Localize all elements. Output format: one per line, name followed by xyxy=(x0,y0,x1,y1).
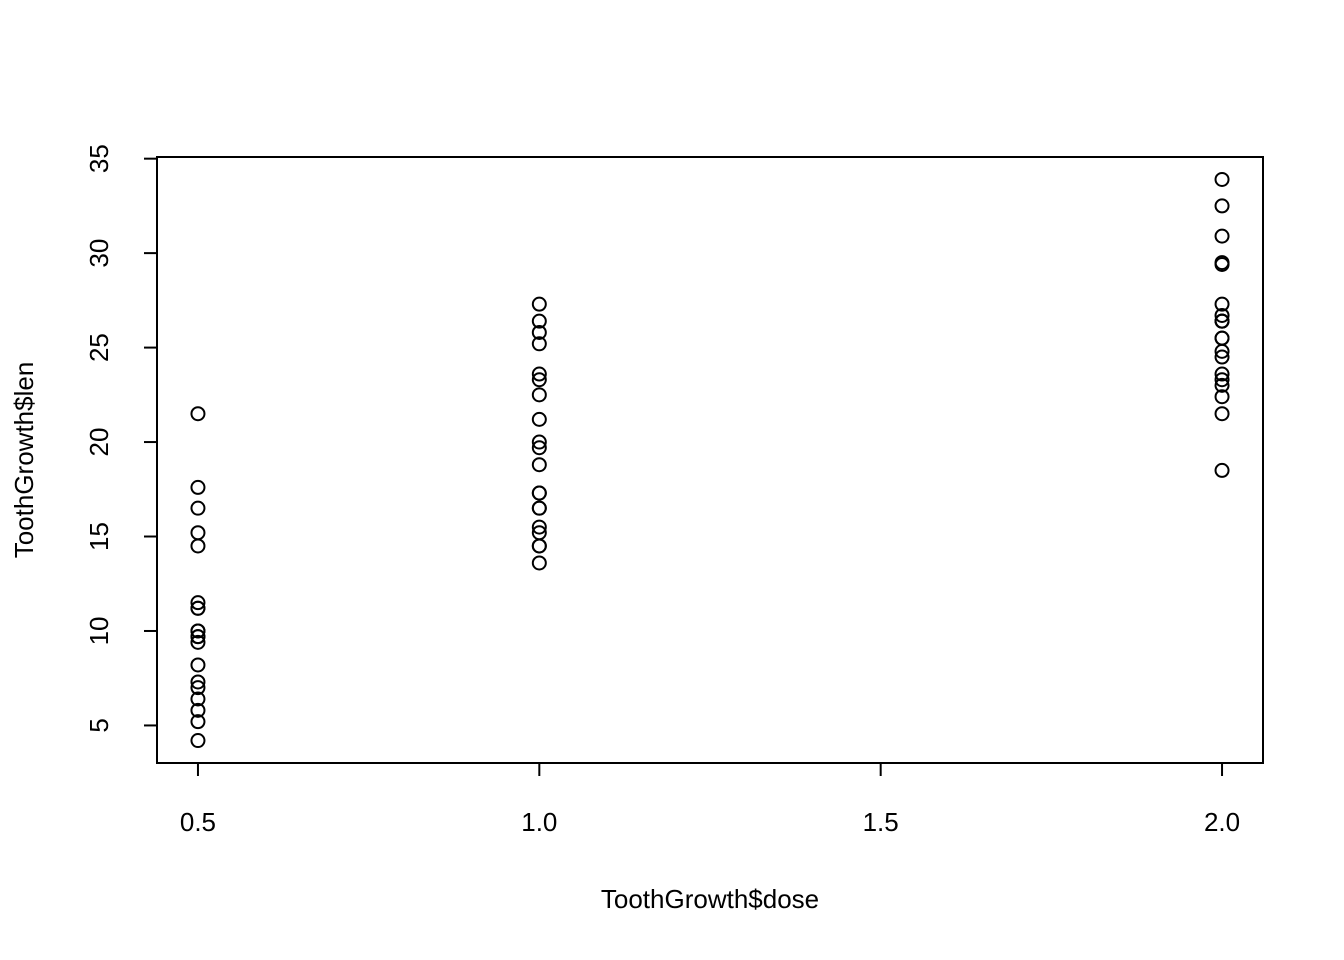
point xyxy=(531,440,547,456)
point xyxy=(190,714,206,730)
point xyxy=(531,538,547,554)
point xyxy=(531,366,547,382)
y-tick-label: 30 xyxy=(84,239,114,268)
plot-frame xyxy=(156,156,1264,764)
point xyxy=(190,691,206,707)
point xyxy=(190,600,206,616)
y-tick-label: 15 xyxy=(84,522,114,551)
point xyxy=(531,313,547,329)
point xyxy=(1214,349,1230,365)
point xyxy=(190,479,206,495)
y-tick-label: 25 xyxy=(84,333,114,362)
point xyxy=(190,733,206,749)
point xyxy=(190,634,206,650)
x-axis-label: ToothGrowth$dose xyxy=(601,884,819,914)
point xyxy=(531,485,547,501)
point xyxy=(190,680,206,696)
point xyxy=(531,372,547,388)
point xyxy=(531,519,547,535)
point xyxy=(190,702,206,718)
point xyxy=(190,525,206,541)
point xyxy=(1214,389,1230,405)
point xyxy=(190,629,206,645)
point xyxy=(1214,406,1230,422)
point xyxy=(1214,372,1230,388)
y-tick-label: 10 xyxy=(84,617,114,646)
point xyxy=(1214,296,1230,312)
point xyxy=(531,336,547,352)
y-tick-label: 5 xyxy=(84,718,114,732)
point xyxy=(531,324,547,340)
x-tick-label: 0.5 xyxy=(180,807,216,837)
point xyxy=(1214,171,1230,187)
point xyxy=(190,500,206,516)
point xyxy=(190,657,206,673)
point xyxy=(1214,256,1230,272)
point xyxy=(1214,377,1230,393)
point xyxy=(1214,330,1230,346)
y-tick-label: 35 xyxy=(84,144,114,173)
point xyxy=(531,434,547,450)
point xyxy=(1214,307,1230,323)
y-tick-label: 20 xyxy=(84,428,114,457)
y-axis-label: ToothGrowth$len xyxy=(9,362,39,559)
point xyxy=(1214,343,1230,359)
point xyxy=(190,595,206,611)
point xyxy=(1214,462,1230,478)
point xyxy=(531,296,547,312)
x-tick-label: 2.0 xyxy=(1204,807,1240,837)
point xyxy=(1214,198,1230,214)
x-tick-label: 1.0 xyxy=(521,807,557,837)
point xyxy=(531,457,547,473)
point xyxy=(190,623,206,639)
point xyxy=(1214,366,1230,382)
point xyxy=(1214,313,1230,329)
x-tick-label: 1.5 xyxy=(863,807,899,837)
point xyxy=(190,406,206,422)
point xyxy=(190,674,206,690)
point xyxy=(531,500,547,516)
point xyxy=(531,387,547,403)
point xyxy=(190,538,206,554)
point xyxy=(531,411,547,427)
point xyxy=(531,555,547,571)
point xyxy=(1214,228,1230,244)
